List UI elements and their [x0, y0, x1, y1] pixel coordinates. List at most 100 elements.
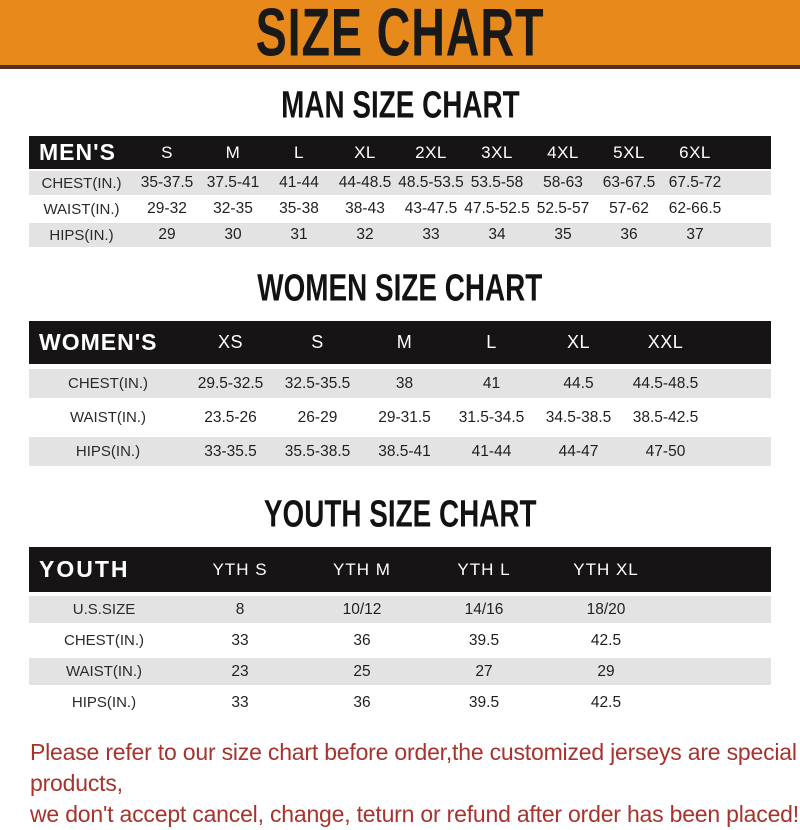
men-cell-chest-in-m: 37.5-41: [206, 174, 260, 191]
men-cell-waist-in-s: 29-32: [147, 200, 187, 217]
women-cell-hips-in-xxl: 47-50: [645, 442, 686, 460]
women-cell-chest-in-xxl: 44.5-48.5: [632, 374, 699, 392]
women-row-label-hips-in: HIPS(IN.): [75, 443, 141, 460]
women-cell-hips-in-xs: 33-35.5: [204, 442, 257, 460]
women-cell-waist-in-xl: 34.5-38.5: [545, 408, 612, 426]
men-size-table: MEN'S S M L XL 2XL 3XL 4XL 5XL 6XL CHEST(IN.) 35-37…: [29, 136, 771, 247]
men-cell-hips-in-l: 31: [290, 226, 308, 243]
men-row-waist-in: WAIST(IN.) 29-32 32-35 35-38 38-43 43-47.5 47.…: [29, 197, 771, 221]
women-cell-waist-in-m: 29-31.5: [378, 408, 431, 426]
men-cell-waist-in-6xl: 62-66.5: [668, 200, 722, 217]
youth-row-label-u-s-size: U.S.SIZE: [72, 601, 136, 618]
men-cell-waist-in-l: 35-38: [279, 200, 319, 217]
youth-cell-u-s-size-yth-l: 14/16: [464, 600, 504, 618]
women-cell-waist-in-s: 26-29: [297, 408, 338, 426]
youth-row-label-chest-in: CHEST(IN.): [64, 632, 144, 649]
youth-section-title: YOUTH SIZE CHART: [263, 492, 537, 536]
youth-row-chest-in: CHEST(IN.) 33 36 39.5 42.5: [29, 627, 771, 654]
women-cell-waist-in-xs: 23.5-26: [204, 408, 257, 426]
men-cell-hips-in-m: 30: [224, 226, 242, 243]
youth-row-label-hips-in: HIPS(IN.): [71, 694, 137, 711]
men-cell-waist-in-5xl: 57-62: [609, 200, 649, 217]
women-cell-hips-in-l: 41-44: [471, 442, 512, 460]
men-cell-hips-in-5xl: 36: [620, 226, 638, 243]
youth-cell-u-s-size-yth-xl: 18/20: [586, 600, 626, 618]
men-cell-waist-in-2xl: 43-47.5: [404, 200, 458, 217]
men-table-header-row: MEN'S S M L XL 2XL 3XL 4XL 5XL 6XL: [29, 136, 771, 169]
women-cell-hips-in-m: 38.5-41: [378, 442, 431, 460]
men-section: MAN SIZE CHART: [0, 83, 800, 127]
disclaimer-line-1: Please refer to our size chart before or…: [30, 739, 797, 796]
youth-row-hips-in: HIPS(IN.) 33 36 39.5 42.5: [29, 689, 771, 716]
youth-cell-hips-in-yth-xl: 42.5: [590, 693, 622, 711]
youth-column-header-yth-s: YTH S: [212, 559, 268, 579]
women-table-header-row: WOMEN'S XS S M L XL XXL: [29, 321, 771, 364]
size-chart-banner: SIZE CHART: [0, 0, 800, 70]
men-row-label-chest-in: CHEST(IN.): [41, 174, 122, 192]
men-cell-chest-in-l: 41-44: [279, 174, 319, 191]
women-row-chest-in: CHEST(IN.) 29.5-32.5 32.5-35.5 38 41 44.5 44.5…: [29, 369, 771, 398]
women-cell-waist-in-xxl: 38.5-42.5: [632, 408, 699, 426]
men-cell-waist-in-m: 32-35: [213, 200, 253, 217]
women-row-hips-in: HIPS(IN.) 33-35.5 35.5-38.5 38.5-41 41-44 44-…: [29, 437, 771, 466]
youth-cell-hips-in-yth-l: 39.5: [468, 693, 500, 711]
men-cell-waist-in-4xl: 52.5-57: [536, 200, 590, 217]
men-cell-hips-in-3xl: 34: [488, 226, 506, 243]
youth-cell-waist-in-yth-m: 25: [353, 662, 371, 680]
youth-row-waist-in: WAIST(IN.) 23 25 27 29: [29, 658, 771, 685]
women-column-header-s: S: [311, 332, 324, 352]
men-cell-chest-in-s: 35-37.5: [140, 174, 194, 191]
women-cell-hips-in-s: 35.5-38.5: [284, 442, 351, 460]
youth-row-u-s-size: U.S.SIZE 8 10/12 14/16 18/20: [29, 596, 771, 623]
women-column-header-xl: XL: [566, 332, 591, 352]
men-cell-chest-in-4xl: 58-63: [543, 174, 583, 191]
youth-cell-waist-in-yth-xl: 29: [597, 662, 615, 680]
men-row-label-hips-in: HIPS(IN.): [49, 226, 114, 244]
men-cell-chest-in-2xl: 48.5-53.5: [398, 174, 464, 191]
men-cell-chest-in-5xl: 63-67.5: [602, 174, 656, 191]
women-row-label-waist-in: WAIST(IN.): [69, 409, 147, 426]
youth-section: YOUTH SIZE CHART: [0, 492, 800, 536]
youth-cell-u-s-size-yth-s: 8: [235, 600, 245, 618]
men-cell-waist-in-3xl: 47.5-52.5: [464, 200, 530, 217]
youth-cell-chest-in-yth-xl: 42.5: [590, 631, 622, 649]
men-cell-chest-in-xl: 44-48.5: [338, 174, 392, 191]
men-column-header-l: L: [294, 142, 304, 162]
youth-cell-hips-in-yth-s: 33: [231, 693, 249, 711]
women-row-label-chest-in: CHEST(IN.): [68, 375, 148, 392]
men-column-header-3xl: 3XL: [481, 142, 513, 162]
men-column-header-2xl: 2XL: [415, 142, 447, 162]
women-size-table: WOMEN'S XS S M L XL XXL CHEST(IN.) 29.5-32.5 32.5…: [29, 321, 771, 466]
men-cell-waist-in-xl: 38-43: [345, 200, 385, 217]
women-section-title: WOMEN SIZE CHART: [257, 266, 543, 310]
men-column-header-4xl: 4XL: [547, 142, 579, 162]
men-column-header-xl: XL: [354, 142, 376, 162]
youth-cell-waist-in-yth-l: 27: [475, 662, 493, 680]
youth-column-header-yth-xl: YTH XL: [573, 559, 639, 579]
youth-cell-chest-in-yth-s: 33: [231, 631, 249, 649]
men-row-chest-in: CHEST(IN.) 35-37.5 37.5-41 41-44 44-48.5 48.5…: [29, 171, 771, 195]
women-column-header-l: L: [486, 332, 497, 352]
men-section-title: MAN SIZE CHART: [280, 83, 520, 127]
disclaimer: Please refer to our size chart before or…: [0, 737, 800, 830]
women-cell-chest-in-l: 41: [482, 374, 501, 392]
men-column-header-m: M: [225, 142, 241, 162]
men-table-header-label: MEN'S: [39, 139, 116, 165]
youth-row-label-waist-in: WAIST(IN.): [65, 663, 143, 680]
men-column-header-6xl: 6XL: [679, 142, 711, 162]
youth-table-header-row: YOUTH YTH S YTH M YTH L YTH XL: [29, 547, 771, 592]
women-column-header-xxl: XXL: [647, 332, 684, 352]
youth-cell-waist-in-yth-s: 23: [231, 662, 249, 680]
youth-cell-chest-in-yth-l: 39.5: [468, 631, 500, 649]
men-cell-hips-in-6xl: 37: [686, 226, 704, 243]
men-cell-chest-in-6xl: 67.5-72: [668, 174, 722, 191]
men-row-hips-in: HIPS(IN.) 29 30 31 32 33 34 35 36 37: [29, 223, 771, 247]
women-cell-chest-in-xl: 44.5: [563, 374, 594, 392]
men-cell-hips-in-xl: 32: [356, 226, 374, 243]
men-cell-hips-in-4xl: 35: [554, 226, 572, 243]
men-cell-hips-in-s: 29: [158, 226, 176, 243]
men-row-label-waist-in: WAIST(IN.): [43, 200, 120, 218]
youth-column-header-yth-m: YTH M: [333, 559, 391, 579]
youth-size-table: YOUTH YTH S YTH M YTH L YTH XL U.S.SIZE 8 10/12…: [29, 547, 771, 716]
youth-cell-u-s-size-yth-m: 10/12: [342, 600, 382, 618]
